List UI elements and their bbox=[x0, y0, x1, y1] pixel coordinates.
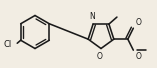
Text: O: O bbox=[135, 18, 141, 27]
Text: O: O bbox=[135, 52, 141, 61]
Text: N: N bbox=[89, 12, 95, 21]
Text: O: O bbox=[97, 52, 103, 61]
Text: Cl: Cl bbox=[3, 40, 12, 49]
